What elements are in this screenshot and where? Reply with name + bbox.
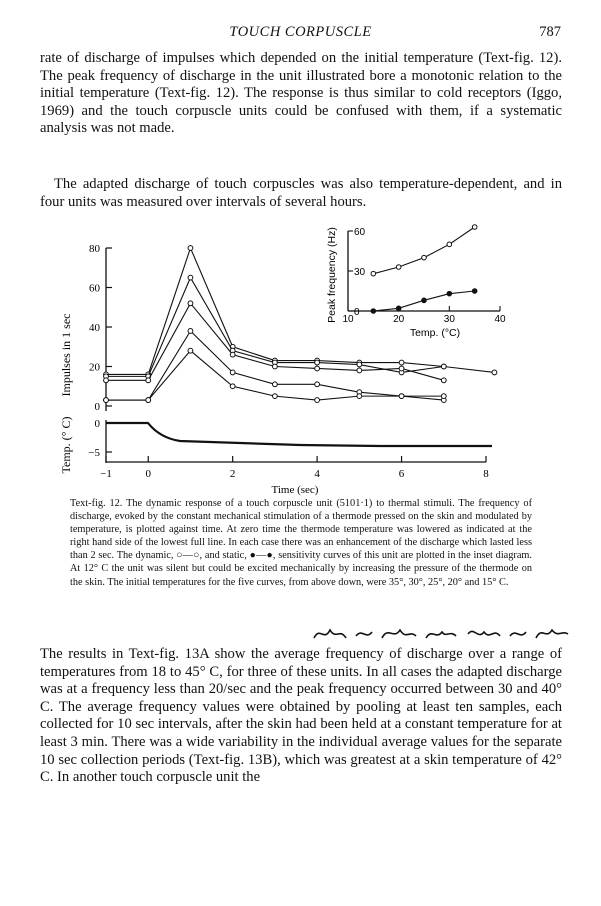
paragraph-3: The results in Text-fig. 13A show the av… (40, 646, 562, 786)
y-tick-label: 0 (95, 401, 101, 413)
temperature-trace (106, 421, 492, 448)
inset-dynamic-line (373, 226, 475, 275)
series-line-1 (106, 246, 495, 375)
x-tick-label: 4 (314, 468, 320, 480)
figure-12: 80 60 40 20 0 Impulses in 1 sec 0 −5 Temp. (°… (40, 215, 562, 502)
series-4-point (229, 369, 236, 376)
x-tick-label: 6 (399, 468, 405, 480)
series-5-point (440, 393, 447, 400)
paragraph-1: rate of discharge of impulses which depe… (40, 50, 562, 137)
inset-y-tick-label: 0 (354, 307, 360, 318)
handwriting-strokes (313, 628, 569, 639)
paragraph-2: The adapted discharge of touch corpuscle… (40, 176, 562, 210)
series-3-point (398, 365, 405, 372)
inset-x-tick-label: 20 (393, 314, 405, 325)
running-header: TOUCH CORPUSCLE 787 (40, 24, 561, 44)
series-3-point (187, 300, 194, 307)
inset-static-point (471, 288, 478, 294)
series-5-point (145, 397, 152, 403)
y-tick-label: 40 (89, 322, 101, 334)
series-2-point (187, 274, 194, 281)
y-axis-label: Impulses in 1 sec (59, 314, 73, 397)
series-4-point (187, 328, 194, 334)
x-tick-label: −1 (100, 468, 112, 480)
y-tick-label: 20 (89, 362, 101, 374)
inset-static-point (446, 290, 453, 297)
y-tick-label: 80 (89, 243, 101, 255)
inset-x-tick-label: 30 (444, 314, 456, 325)
temp-tick-label: 0 (95, 418, 101, 430)
inset-static-point (370, 308, 377, 314)
inset-x-axis-label: Temp. (°C) (410, 327, 460, 339)
temp-axis-label: Temp. (° C) (59, 417, 73, 474)
series-5-point (356, 393, 363, 400)
x-axis-label: Time (sec) (272, 484, 319, 496)
inset-x-tick-label: 10 (342, 314, 354, 325)
inset-y-tick-label: 30 (354, 267, 366, 278)
temp-tick-label: −5 (88, 447, 100, 459)
page-number: 787 (539, 24, 561, 40)
inset-dynamic-point (421, 254, 427, 261)
series-2-point (356, 361, 363, 368)
series-5-point (229, 383, 236, 390)
series-3-point (356, 367, 363, 374)
series-3-point (271, 363, 278, 370)
figure-caption: Text-fig. 12. The dynamic response of a … (70, 498, 532, 588)
running-title: TOUCH CORPUSCLE (229, 24, 372, 40)
inset-static-point (395, 305, 402, 312)
inset-y-tick-label: 60 (354, 227, 366, 238)
x-tick-label: 8 (483, 468, 489, 480)
series-3-point (103, 377, 109, 384)
series-1-point (491, 369, 498, 376)
series-5-point (314, 397, 321, 403)
inset-dynamic-point (446, 241, 453, 248)
inset-dynamic-point (370, 270, 377, 277)
series-5-point (398, 393, 405, 400)
series-2-point (314, 359, 321, 366)
x-tick-label: 0 (145, 468, 151, 480)
series-5-point (187, 347, 194, 354)
inset-plot: 60 30 0 10 20 30 40 Peak frequency (Hz) Temp.… (326, 224, 506, 339)
series-3-point (440, 377, 447, 384)
series-4-point (271, 381, 278, 388)
series-5-point (271, 393, 278, 400)
inset-dynamic-point (471, 224, 478, 230)
series-3-point (229, 351, 236, 358)
series-2-point (440, 363, 447, 370)
x-tick-label: 2 (230, 468, 236, 480)
inset-x-tick-label: 40 (494, 314, 506, 325)
inset-dynamic-point (395, 264, 402, 270)
handwritten-annotation (313, 628, 569, 639)
inset-static-point (421, 297, 427, 304)
series-3-point (314, 365, 321, 372)
series-1-point (187, 245, 194, 251)
series-5-point (103, 397, 109, 403)
y-tick-label: 60 (89, 283, 101, 295)
inset-y-axis-label: Peak frequency (Hz) (326, 227, 338, 323)
series-4-point (314, 381, 321, 388)
series-1-point (398, 359, 405, 366)
series-3-point (145, 377, 152, 384)
